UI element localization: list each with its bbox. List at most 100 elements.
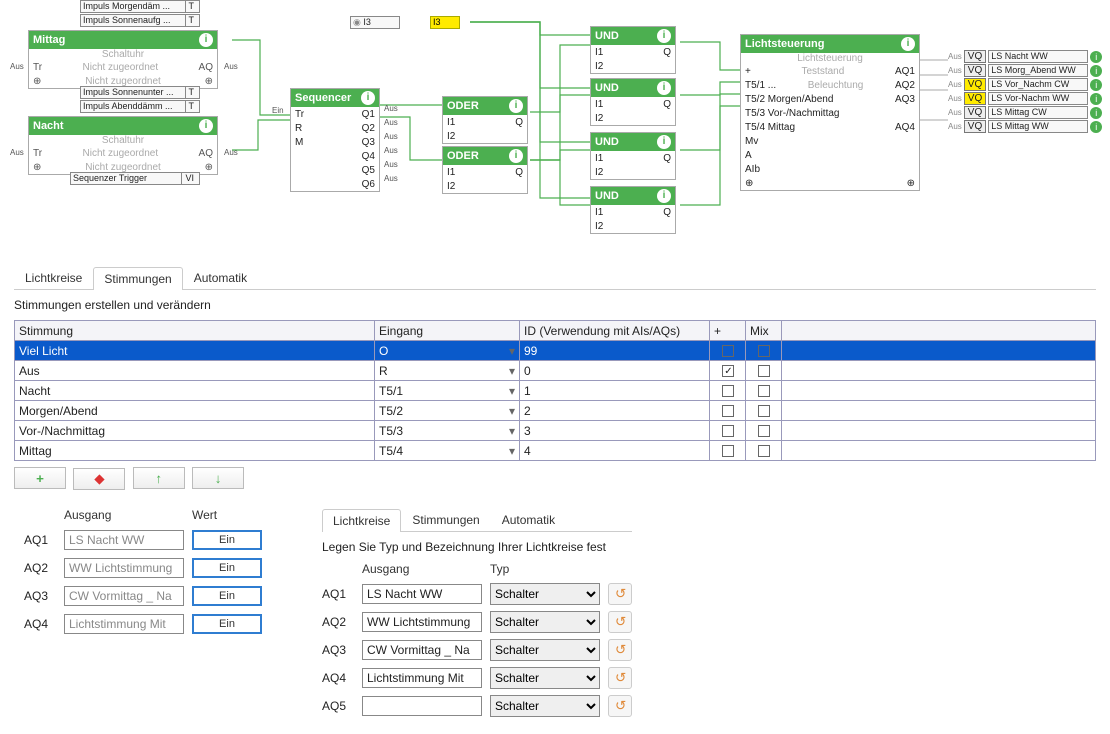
info-icon[interactable]: i xyxy=(1090,107,1102,119)
info-icon[interactable]: i xyxy=(657,189,671,203)
info-icon[interactable]: i xyxy=(509,99,523,113)
block-sequencer[interactable]: Sequenceri TrQ1 RQ2 MQ3 Q4 Q5 Q6 xyxy=(290,88,380,192)
block-oder-2[interactable]: ODERi I1Q I2 xyxy=(442,146,528,194)
lk-name-input[interactable] xyxy=(362,696,482,716)
block-oder-1[interactable]: ODERi I1Q I2 xyxy=(442,96,528,144)
info-icon[interactable]: i xyxy=(1090,65,1102,77)
tag-impuls-2[interactable]: Impuls Sonnenaufg ...T xyxy=(80,14,200,27)
checkbox-mix[interactable] xyxy=(758,385,770,397)
btn-reset[interactable]: ↺ xyxy=(608,583,632,605)
lk-name-input[interactable] xyxy=(362,584,482,604)
aq-row: AQ1 Ein xyxy=(24,526,262,554)
block-mittag[interactable]: Mittagi Schaltuhr TrNicht zugeordnetAQ ⊕… xyxy=(28,30,218,89)
checkbox-mix[interactable] xyxy=(758,405,770,417)
btn-reset[interactable]: ↺ xyxy=(608,611,632,633)
btn-delete[interactable]: ◆ xyxy=(73,468,125,490)
checkbox-mix[interactable] xyxy=(758,445,770,457)
vq-tag: VQ xyxy=(964,92,986,105)
table-row[interactable]: Aus R▾ 0 xyxy=(15,361,1096,381)
btn-ein[interactable]: Ein xyxy=(192,614,262,634)
btn-ein[interactable]: Ein xyxy=(192,530,262,550)
aq-label: AQ1 xyxy=(24,533,56,547)
tab2-lichtkreise[interactable]: Lichtkreise xyxy=(322,509,401,532)
info-icon[interactable]: i xyxy=(657,81,671,95)
tag-i3-out[interactable]: I3 xyxy=(430,16,460,29)
vq-tag: VQ xyxy=(964,120,986,133)
lk-name-input[interactable] xyxy=(362,668,482,688)
table-row[interactable]: Morgen/Abend T5/2▾ 2 xyxy=(15,401,1096,421)
tag-impuls-1[interactable]: Impuls Morgendäm ...T xyxy=(80,0,200,13)
info-icon[interactable]: i xyxy=(1090,93,1102,105)
block-und-3[interactable]: UNDi I1Q I2 xyxy=(590,132,676,180)
table-row[interactable]: Vor-/Nachmittag T5/3▾ 3 xyxy=(15,421,1096,441)
btn-down[interactable]: ↓ xyxy=(192,467,244,489)
btn-up[interactable]: ↑ xyxy=(133,467,185,489)
lk-name-input[interactable] xyxy=(362,612,482,632)
btn-reset[interactable]: ↺ xyxy=(608,667,632,689)
info-icon[interactable]: i xyxy=(657,135,671,149)
info-icon[interactable]: i xyxy=(199,119,213,133)
aq-label: AQ4 xyxy=(322,671,354,685)
info-icon[interactable]: i xyxy=(1090,79,1102,91)
tag-i3-in[interactable]: ◉ I3 xyxy=(350,16,400,29)
info-icon[interactable]: i xyxy=(509,149,523,163)
btn-reset[interactable]: ↺ xyxy=(608,639,632,661)
checkbox-plus[interactable] xyxy=(722,345,734,357)
tag-impuls-3[interactable]: Impuls Sonnenunter ...T xyxy=(80,86,200,99)
output-label[interactable]: LS Mittag CW xyxy=(988,106,1088,119)
block-lichtsteuerung[interactable]: Lichtsteuerungi Lichtsteuerung +Teststan… xyxy=(740,34,920,191)
checkbox-plus[interactable] xyxy=(722,365,734,377)
block-und-2[interactable]: UNDi I1Q I2 xyxy=(590,78,676,126)
stimmungen-table[interactable]: Stimmung Eingang ID (Verwendung mit AIs/… xyxy=(14,320,1096,461)
checkbox-mix[interactable] xyxy=(758,365,770,377)
lk-typ-select[interactable]: Schalter xyxy=(490,667,600,689)
checkbox-plus[interactable] xyxy=(722,405,734,417)
ausgang-name xyxy=(64,614,184,634)
output-label[interactable]: LS Vor-Nachm WW xyxy=(988,92,1088,105)
output-label[interactable]: LS Mittag WW xyxy=(988,120,1088,133)
btn-add[interactable]: + xyxy=(14,467,66,489)
tag-impuls-4[interactable]: Impuls Abenddämm ...T xyxy=(80,100,200,113)
block-diagram: Impuls Morgendäm ...T Impuls Sonnenaufg … xyxy=(0,0,1110,260)
btn-reset[interactable]: ↺ xyxy=(608,695,632,717)
aq-label: AQ3 xyxy=(24,589,56,603)
block-und-4[interactable]: UNDi I1Q I2 xyxy=(590,186,676,234)
lk-typ-select[interactable]: Schalter xyxy=(490,639,600,661)
checkbox-plus[interactable] xyxy=(722,385,734,397)
info-icon[interactable]: i xyxy=(361,91,375,105)
lichtkreise-panel: Lichtkreise Stimmungen Automatik Legen S… xyxy=(322,508,632,720)
table-row[interactable]: Mittag T5/4▾ 4 xyxy=(15,441,1096,461)
block-und-1[interactable]: UNDi I1Q I2 xyxy=(590,26,676,74)
pin-aus: Aus xyxy=(224,62,238,71)
btn-ein[interactable]: Ein xyxy=(192,586,262,606)
tab-automatik[interactable]: Automatik xyxy=(183,266,258,289)
pin-aus: Aus xyxy=(384,118,398,127)
checkbox-plus[interactable] xyxy=(722,425,734,437)
output-label[interactable]: LS Morg_Abend WW xyxy=(988,64,1088,77)
output-label[interactable]: LS Nacht WW xyxy=(988,50,1088,63)
checkbox-plus[interactable] xyxy=(722,445,734,457)
table-row[interactable]: Nacht T5/1▾ 1 xyxy=(15,381,1096,401)
tag-seq-trigger[interactable]: Sequenzer TriggerVI xyxy=(70,172,200,185)
info-icon[interactable]: i xyxy=(657,29,671,43)
lk-typ-select[interactable]: Schalter xyxy=(490,583,600,605)
btn-ein[interactable]: Ein xyxy=(192,558,262,578)
tab-stimmungen[interactable]: Stimmungen xyxy=(93,267,182,290)
checkbox-mix[interactable] xyxy=(758,345,770,357)
header-wert: Wert xyxy=(192,508,262,522)
output-label[interactable]: LS Vor_Nachm CW xyxy=(988,78,1088,91)
info-icon[interactable]: i xyxy=(901,37,915,51)
lk-name-input[interactable] xyxy=(362,640,482,660)
info-icon[interactable]: i xyxy=(199,33,213,47)
tab2-stimmungen[interactable]: Stimmungen xyxy=(401,508,490,531)
checkbox-mix[interactable] xyxy=(758,425,770,437)
tab2-automatik[interactable]: Automatik xyxy=(491,508,566,531)
info-icon[interactable]: i xyxy=(1090,121,1102,133)
output-tags: Aus VQ LS Nacht WW iAus VQ LS Morg_Abend… xyxy=(948,50,1102,134)
block-nacht[interactable]: Nachti Schaltuhr TrNicht zugeordnetAQ ⊕N… xyxy=(28,116,218,175)
info-icon[interactable]: i xyxy=(1090,51,1102,63)
lk-typ-select[interactable]: Schalter xyxy=(490,611,600,633)
table-row[interactable]: Viel Licht O▾ 99 xyxy=(15,341,1096,361)
lk-typ-select[interactable]: Schalter xyxy=(490,695,600,717)
tab-lichtkreise[interactable]: Lichtkreise xyxy=(14,266,93,289)
